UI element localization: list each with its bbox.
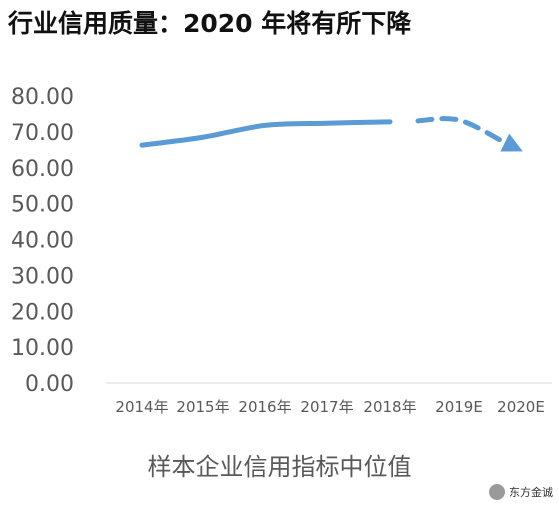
data-point	[519, 149, 523, 153]
data-point	[263, 123, 267, 127]
series-line-forecast	[415, 116, 508, 146]
y-tick-label: 30.00	[11, 264, 74, 289]
watermark: 东方金诚	[489, 484, 553, 500]
y-tick-label: 80.00	[11, 85, 74, 110]
y-tick-label: 20.00	[11, 300, 74, 325]
data-point	[325, 121, 329, 125]
x-axis-ticks: 2014年 2015年 2016年 2017年 2018年 2019E 2020E	[115, 398, 544, 416]
y-tick-label: 60.00	[11, 157, 74, 182]
data-point	[388, 120, 392, 124]
x-tick-label: 2015年	[176, 398, 229, 416]
forecast-arrowhead	[500, 133, 523, 152]
y-axis-ticks: 0.00 10.00 20.00 30.00 40.00 50.00 60.00 70.00 8…	[11, 85, 74, 397]
y-tick-label: 0.00	[25, 372, 74, 397]
data-point	[140, 143, 144, 147]
x-tick-label: 2014年	[115, 398, 168, 416]
data-point	[201, 135, 205, 139]
data-point	[457, 118, 461, 122]
y-tick-label: 40.00	[11, 229, 74, 254]
x-tick-label: 2017年	[300, 398, 353, 416]
wechat-icon	[489, 484, 505, 500]
y-tick-label: 70.00	[11, 121, 74, 146]
x-tick-label: 2016年	[238, 398, 291, 416]
x-tick-label: 2019E	[435, 398, 483, 416]
watermark-text: 东方金诚	[509, 486, 553, 499]
series-line-actual	[139, 119, 393, 148]
x-tick-label: 2020E	[497, 398, 545, 416]
x-axis-title: 样本企业信用指标中位值	[147, 453, 412, 481]
y-tick-label: 50.00	[11, 193, 74, 218]
page-title: 行业信用质量：2020 年将有所下降	[8, 9, 412, 38]
y-tick-label: 10.00	[11, 336, 74, 361]
x-tick-label: 2018年	[363, 398, 416, 416]
